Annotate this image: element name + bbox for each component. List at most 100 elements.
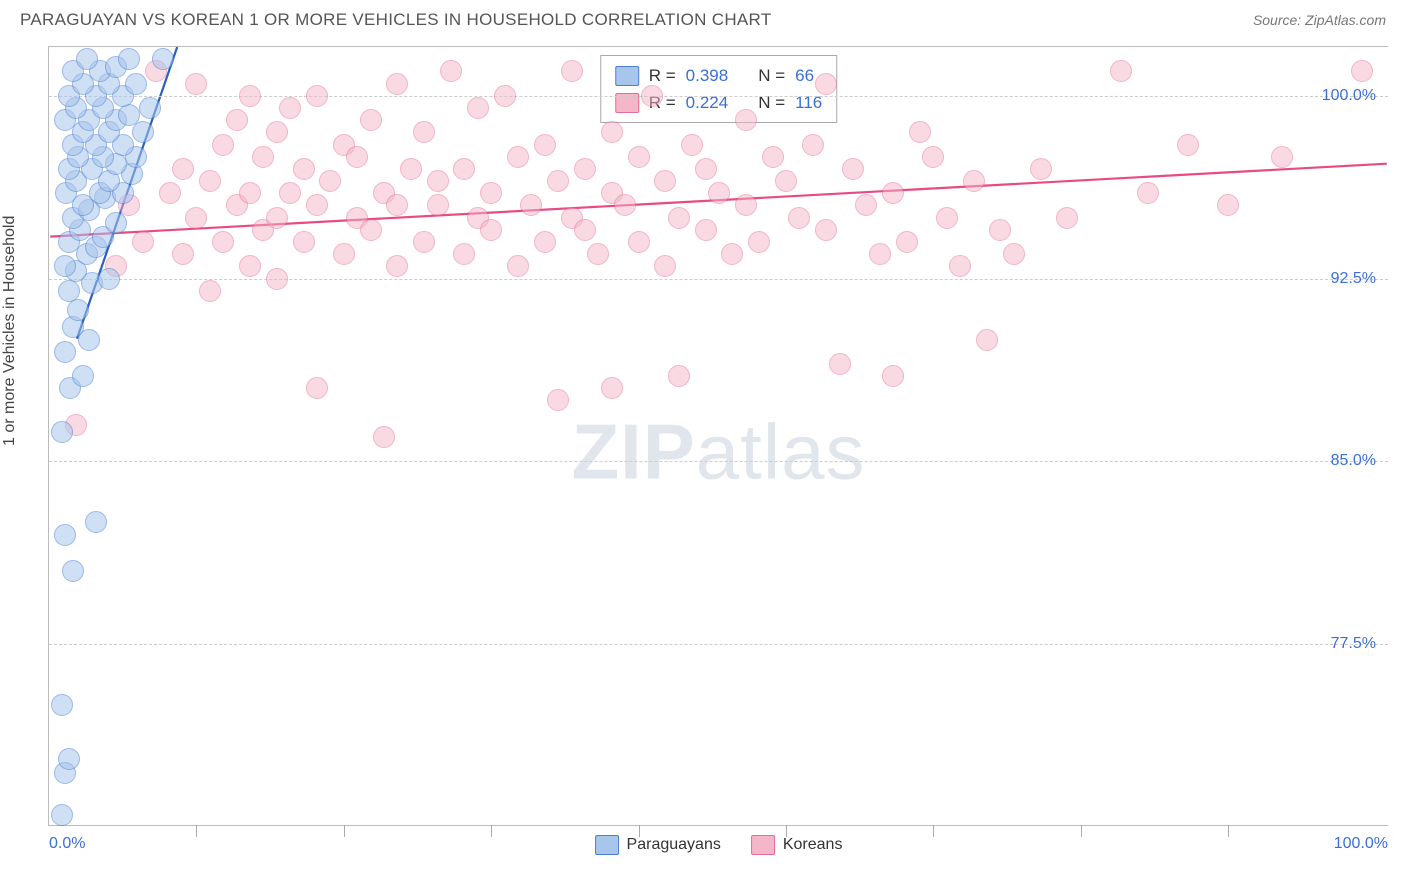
data-point-korean: [574, 158, 596, 180]
data-point-paraguayan: [152, 48, 174, 70]
data-point-korean: [628, 231, 650, 253]
data-point-korean: [480, 182, 502, 204]
data-point-paraguayan: [118, 104, 140, 126]
data-point-korean: [1177, 134, 1199, 156]
data-point-paraguayan: [72, 365, 94, 387]
data-point-korean: [373, 426, 395, 448]
data-point-korean: [185, 207, 207, 229]
y-tick-label: 85.0%: [1331, 452, 1376, 470]
data-point-korean: [427, 194, 449, 216]
data-point-korean: [936, 207, 958, 229]
data-point-korean: [574, 219, 596, 241]
data-point-korean: [480, 219, 502, 241]
data-point-korean: [949, 255, 971, 277]
data-point-korean: [226, 109, 248, 131]
data-point-paraguayan: [51, 421, 73, 443]
data-point-korean: [306, 194, 328, 216]
x-tick: [344, 825, 345, 837]
data-point-korean: [185, 73, 207, 95]
data-point-korean: [654, 255, 676, 277]
data-point-korean: [748, 231, 770, 253]
watermark-zip: ZIP: [571, 407, 695, 495]
data-point-korean: [212, 134, 234, 156]
data-point-korean: [453, 158, 475, 180]
data-point-paraguayan: [139, 97, 161, 119]
swatch-paraguayans: [615, 66, 639, 86]
data-point-korean: [587, 243, 609, 265]
swatch-paraguayans: [595, 835, 619, 855]
n-value-koreans: 116: [795, 89, 822, 116]
data-point-korean: [547, 389, 569, 411]
y-tick-label: 77.5%: [1331, 635, 1376, 653]
data-point-korean: [319, 170, 341, 192]
data-point-korean: [453, 243, 475, 265]
data-point-paraguayan: [76, 48, 98, 70]
data-point-korean: [1003, 243, 1025, 265]
x-tick: [1228, 825, 1229, 837]
data-point-korean: [534, 134, 556, 156]
data-point-korean: [400, 158, 422, 180]
data-point-paraguayan: [67, 299, 89, 321]
data-point-korean: [815, 73, 837, 95]
gridline: [49, 279, 1388, 280]
legend-label-paraguayans: Paraguayans: [627, 836, 721, 854]
x-tick: [1081, 825, 1082, 837]
n-label: N =: [758, 62, 785, 89]
data-point-korean: [829, 353, 851, 375]
data-point-korean: [1110, 60, 1132, 82]
data-point-paraguayan: [62, 560, 84, 582]
data-point-korean: [520, 194, 542, 216]
data-point-korean: [199, 280, 221, 302]
data-point-korean: [507, 146, 529, 168]
data-point-korean: [869, 243, 891, 265]
r-value-paraguayans: 0.398: [686, 62, 729, 89]
data-point-korean: [333, 243, 355, 265]
data-point-korean: [360, 109, 382, 131]
data-point-korean: [293, 231, 315, 253]
x-tick: [196, 825, 197, 837]
data-point-korean: [279, 182, 301, 204]
data-point-korean: [735, 109, 757, 131]
data-point-korean: [1217, 194, 1239, 216]
data-point-korean: [1351, 60, 1373, 82]
data-point-korean: [386, 194, 408, 216]
data-point-korean: [1030, 158, 1052, 180]
data-point-paraguayan: [54, 524, 76, 546]
data-point-korean: [239, 182, 261, 204]
data-point-korean: [547, 170, 569, 192]
swatch-koreans: [751, 835, 775, 855]
data-point-korean: [601, 121, 623, 143]
data-point-korean: [909, 121, 931, 143]
gridline: [49, 461, 1388, 462]
data-point-korean: [413, 121, 435, 143]
n-value-paraguayans: 66: [795, 62, 814, 89]
data-point-korean: [721, 243, 743, 265]
data-point-korean: [386, 73, 408, 95]
data-point-korean: [628, 146, 650, 168]
gridline: [49, 644, 1388, 645]
chart-title: PARAGUAYAN VS KOREAN 1 OR MORE VEHICLES …: [20, 10, 772, 30]
data-point-paraguayan: [85, 511, 107, 533]
data-point-korean: [775, 170, 797, 192]
source-label: Source: ZipAtlas.com: [1253, 12, 1386, 28]
data-point-korean: [534, 231, 556, 253]
data-point-korean: [1137, 182, 1159, 204]
series-legend: Paraguayans Koreans: [595, 835, 843, 855]
x-axis-min-label: 0.0%: [49, 835, 85, 853]
data-point-korean: [641, 85, 663, 107]
data-point-korean: [963, 170, 985, 192]
data-point-korean: [855, 194, 877, 216]
data-point-korean: [467, 97, 489, 119]
data-point-korean: [306, 377, 328, 399]
data-point-korean: [735, 194, 757, 216]
data-point-paraguayan: [58, 748, 80, 770]
data-point-korean: [239, 85, 261, 107]
data-point-korean: [252, 146, 274, 168]
r-value-koreans: 0.224: [686, 89, 729, 116]
correlation-legend: R = 0.398 N = 66 R = 0.224 N = 116: [600, 55, 838, 123]
data-point-korean: [212, 231, 234, 253]
data-point-korean: [386, 255, 408, 277]
data-point-korean: [266, 121, 288, 143]
data-point-paraguayan: [118, 48, 140, 70]
y-tick-label: 100.0%: [1322, 87, 1376, 105]
